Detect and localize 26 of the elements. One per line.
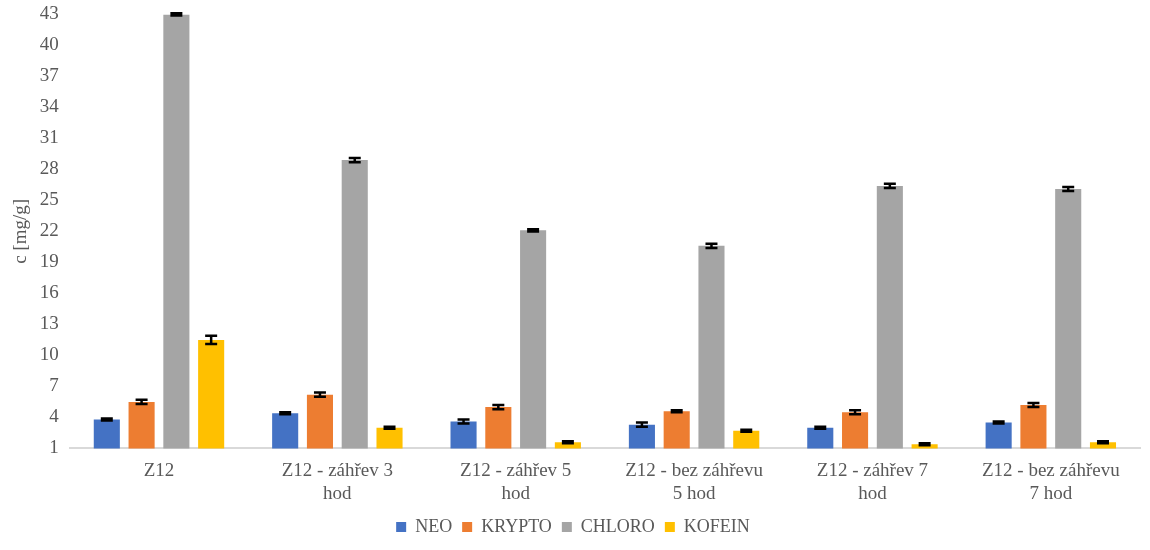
y-tick-label: 19 bbox=[39, 250, 59, 272]
x-tick-label: Z12 - bez záhřevu 5 hod bbox=[625, 458, 764, 503]
x-tick-label: Z12 - záhřev 3 hod bbox=[281, 458, 394, 503]
legend-label: NEO bbox=[415, 515, 453, 536]
y-tick-label: 1 bbox=[49, 436, 59, 458]
y-tick-label: 28 bbox=[39, 157, 59, 179]
x-tick-label: Z12 - záhřev 5 hod bbox=[460, 458, 572, 503]
y-tick-label: 43 bbox=[39, 2, 59, 24]
y-tick-label: 25 bbox=[39, 188, 59, 210]
y-tick-label: 10 bbox=[39, 343, 59, 365]
y-tick-label: 37 bbox=[39, 64, 59, 86]
x-tick-label: Z12 - bez záhřevu 7 hod bbox=[981, 458, 1121, 503]
y-tick-label: 7 bbox=[49, 374, 59, 396]
x-tick-label: Z12 bbox=[143, 458, 175, 480]
y-tick-label: 16 bbox=[39, 281, 59, 303]
y-tick-label: 4 bbox=[49, 405, 60, 427]
legend-label: KOFEIN bbox=[683, 515, 750, 536]
y-tick-label: 34 bbox=[39, 95, 60, 117]
y-tick-label: 31 bbox=[39, 126, 59, 148]
y-tick-label: 13 bbox=[39, 312, 59, 334]
y-tick-label: 40 bbox=[39, 33, 59, 55]
legend-label: KRYPTO bbox=[481, 515, 552, 536]
x-tick-label: Z12 - záhřev 7 hod bbox=[816, 458, 929, 503]
legend-label: CHLORO bbox=[580, 515, 655, 536]
y-tick-label: 22 bbox=[39, 219, 59, 241]
y-axis-title: c [mg/g] bbox=[9, 198, 31, 264]
